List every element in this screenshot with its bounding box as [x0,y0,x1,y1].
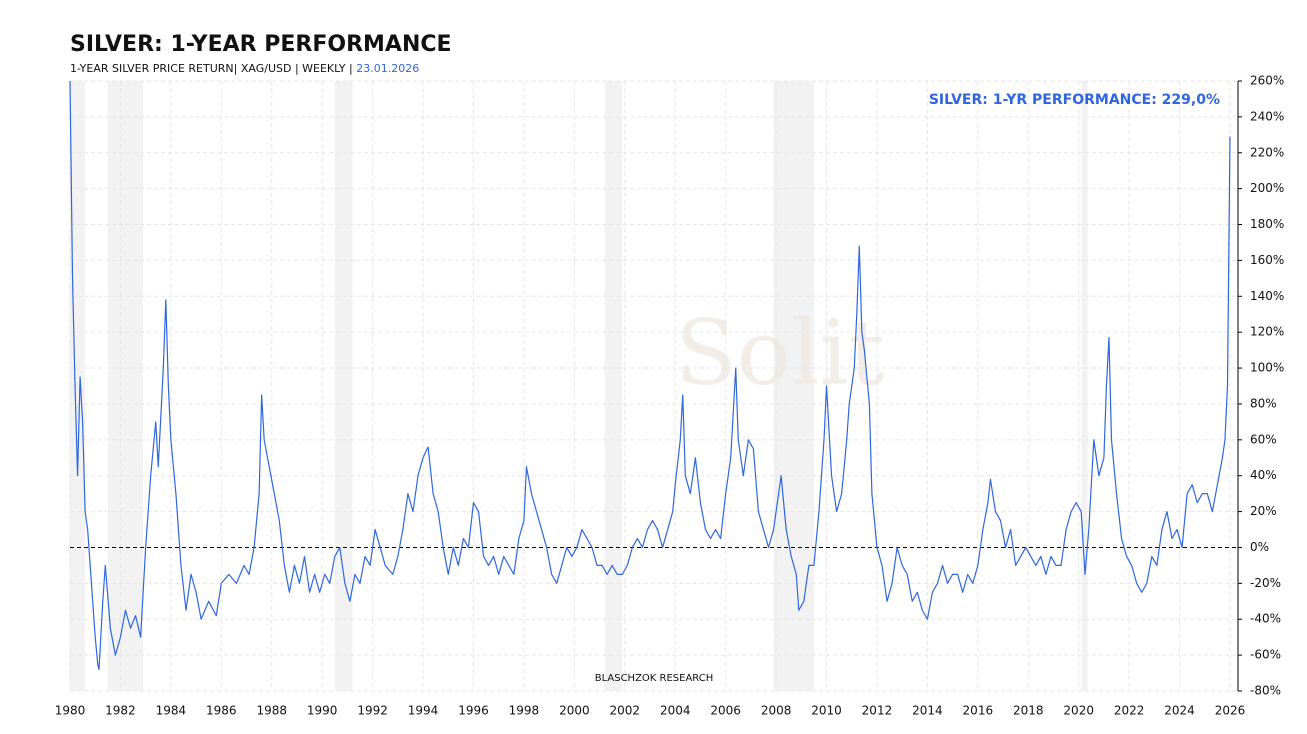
x-tick-label: 2010 [811,704,842,718]
y-tick-label: 240% [1250,109,1284,123]
x-tick-label: 1986 [206,704,237,718]
x-tick-label: 2016 [963,704,994,718]
watermark: Solit [675,300,885,405]
y-tick-label: 140% [1250,289,1284,303]
shaded-period [70,81,86,691]
y-tick-label: 160% [1250,253,1284,267]
x-tick-label: 2008 [761,704,792,718]
x-tick-label: 2024 [1164,704,1195,718]
x-tick-label: 2022 [1114,704,1145,718]
x-tick-label: 1982 [105,704,136,718]
x-tick-label: 2012 [862,704,893,718]
x-tick-label: 2020 [1063,704,1094,718]
x-tick-label: 1992 [357,704,388,718]
y-tick-label: 60% [1250,432,1277,446]
y-tick-label: 180% [1250,217,1284,231]
x-tick-label: 1984 [156,704,187,718]
x-tick-label: 1994 [408,704,439,718]
y-tick-label: 220% [1250,145,1284,159]
shaded-period [604,81,623,691]
x-tick-label: 1996 [458,704,489,718]
subtitle-text: 1-YEAR SILVER PRICE RETURN| XAG/USD | WE… [70,62,356,75]
y-tick-label: -60% [1250,648,1281,662]
y-tick-label: 200% [1250,181,1284,195]
y-tick-label: 20% [1250,504,1277,518]
shaded-period [107,81,144,691]
x-tick-label: 2026 [1215,704,1246,718]
annotation: SILVER: 1-YR PERFORMANCE: 229,0% [929,92,1220,108]
shaded-period [334,81,353,691]
series-line [69,80,1231,671]
y-tick-label: -20% [1250,576,1281,590]
x-tick-label: 2018 [1013,704,1044,718]
chart-title: SILVER: 1-YEAR PERFORMANCE [70,32,452,57]
x-tick-label: 1998 [509,704,540,718]
y-tick-label: 100% [1250,361,1284,375]
y-tick-label: -40% [1250,612,1281,626]
y-tick-label: 80% [1250,396,1277,410]
x-tick-label: 2006 [710,704,741,718]
x-tick-label: 1980 [55,704,86,718]
shaded-period [773,81,814,691]
x-tick-label: 1990 [307,704,338,718]
y-tick-label: -80% [1250,684,1281,698]
y-tick-label: 120% [1250,325,1284,339]
x-tick-label: 2002 [610,704,641,718]
y-tick-label: 260% [1250,74,1284,88]
x-tick-label: 2000 [559,704,590,718]
y-tick-label: 40% [1250,468,1277,482]
subtitle-date: 23.01.2026 [356,62,419,75]
shaded-period [1081,81,1088,691]
y-tick-label: 0% [1250,540,1269,554]
source-label: BLASCHZOK RESEARCH [595,673,714,684]
chart-subtitle: 1-YEAR SILVER PRICE RETURN| XAG/USD | WE… [70,62,419,75]
x-tick-label: 1988 [256,704,287,718]
x-tick-label: 2004 [660,704,691,718]
x-tick-label: 2014 [912,704,943,718]
